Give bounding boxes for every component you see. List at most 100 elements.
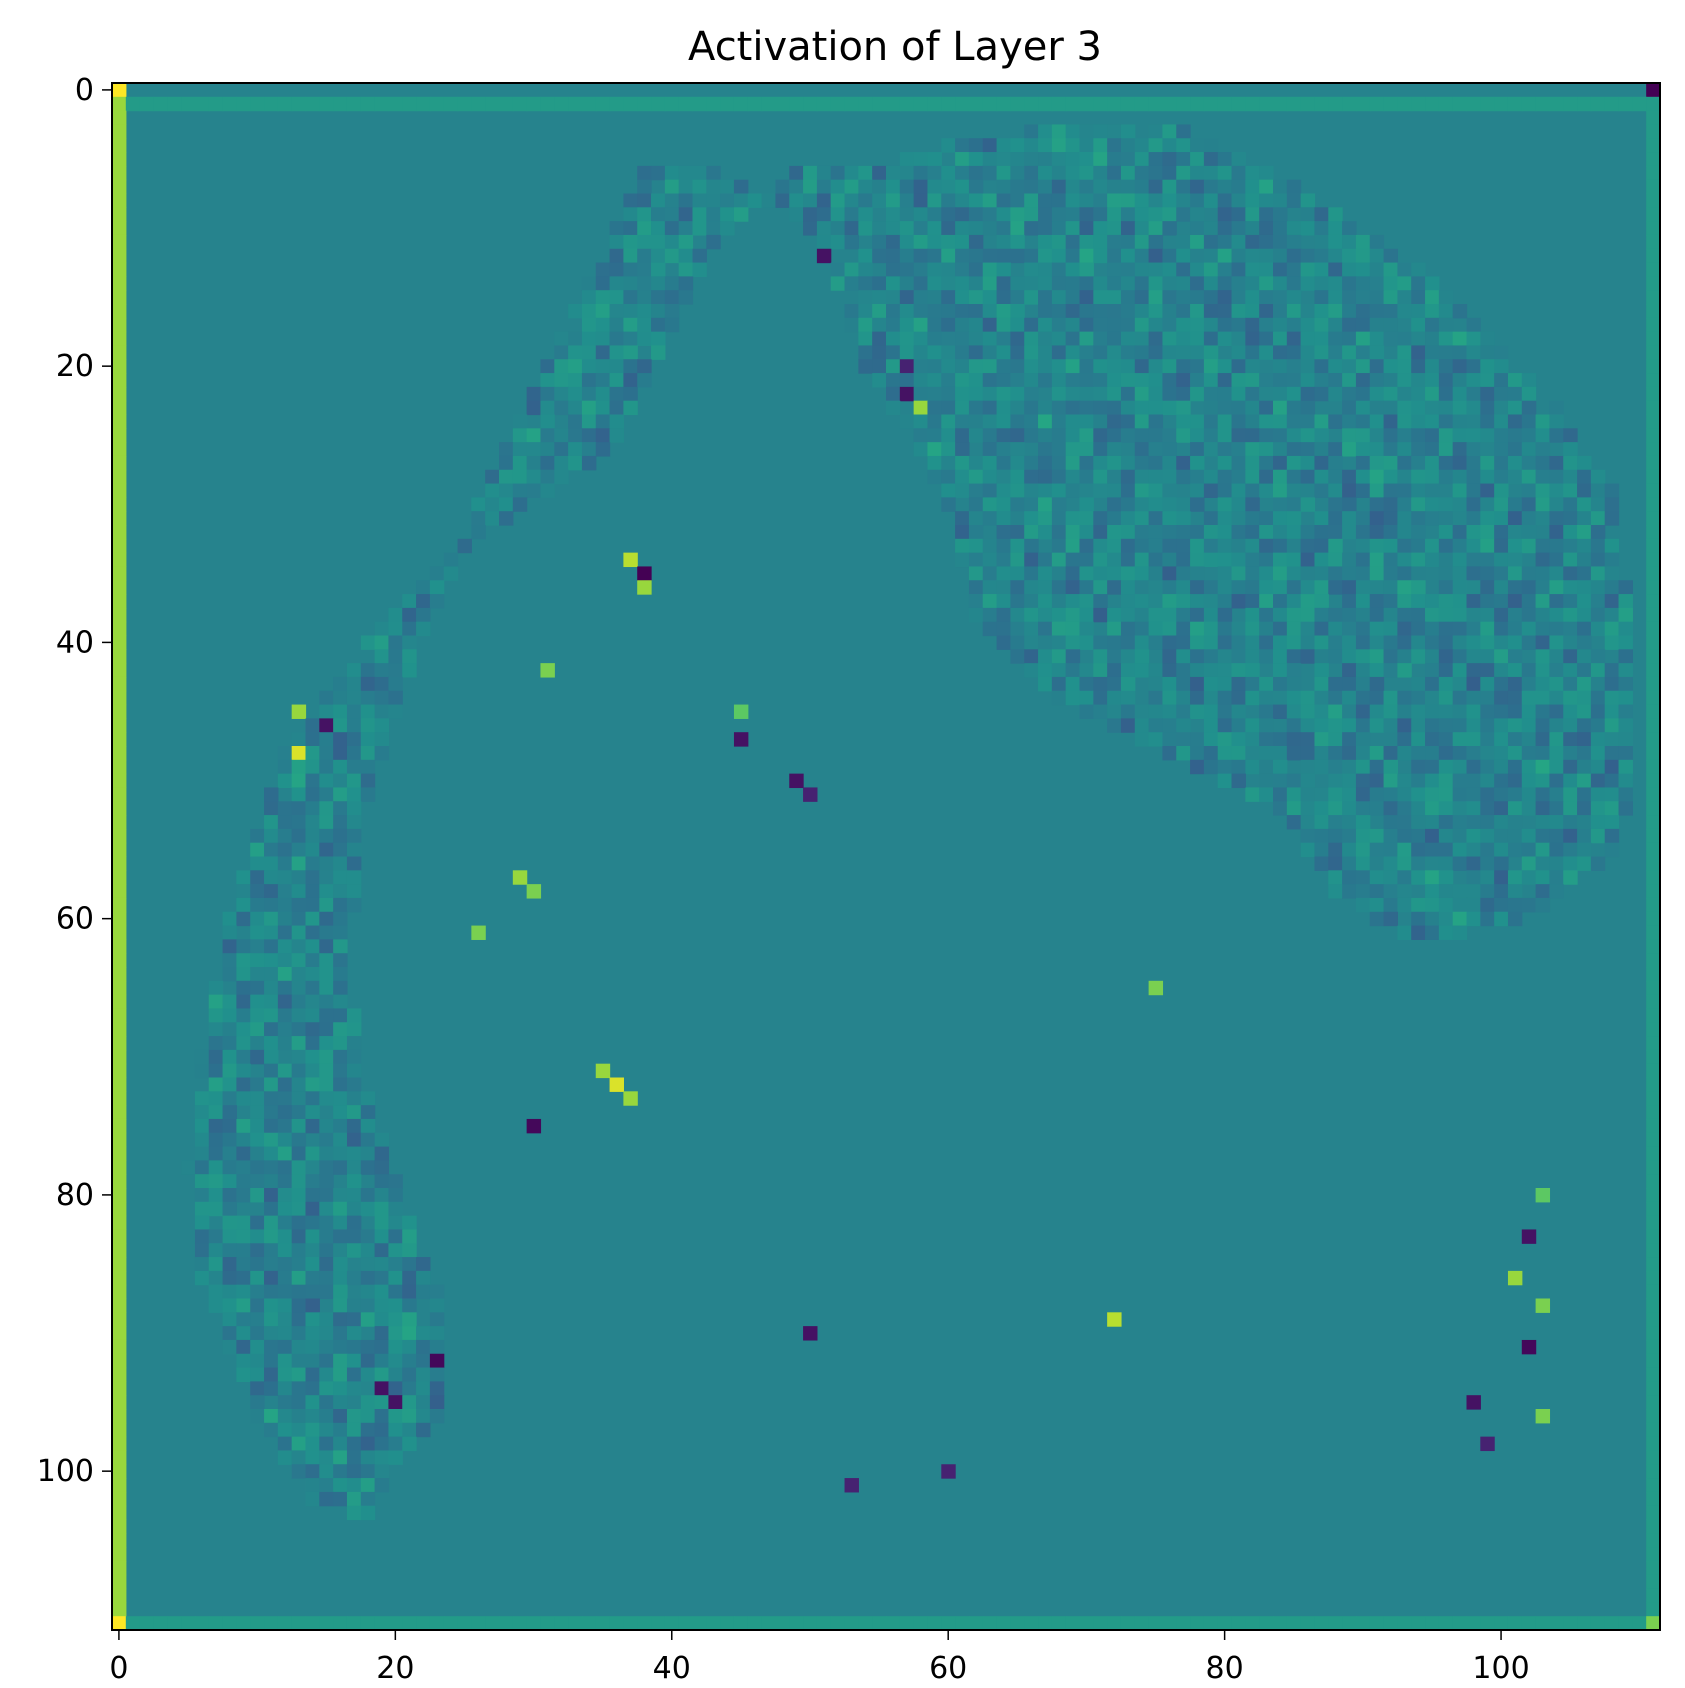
heatmap-cell xyxy=(733,179,749,195)
heatmap-cell xyxy=(1466,842,1481,858)
heatmap-cell xyxy=(1217,676,1233,692)
heatmap-cell xyxy=(1051,373,1067,388)
heatmap-cell xyxy=(1093,511,1108,526)
heatmap-cell xyxy=(1286,649,1302,664)
heatmap-cell xyxy=(581,331,597,347)
heatmap-cell xyxy=(429,1353,445,1369)
heatmap-cell xyxy=(1480,96,1495,112)
heatmap-cell xyxy=(1203,649,1219,664)
heatmap-cell xyxy=(264,1215,279,1231)
heatmap-cell xyxy=(1203,663,1219,678)
heatmap-cell xyxy=(208,1146,224,1161)
heatmap-cell xyxy=(1438,704,1454,719)
heatmap-cell xyxy=(886,262,901,277)
heatmap-cell xyxy=(346,870,362,885)
heatmap-cell xyxy=(305,1478,320,1493)
heatmap-cell xyxy=(1245,594,1260,609)
heatmap-cell xyxy=(1107,317,1122,333)
heatmap-cell xyxy=(1120,373,1136,388)
heatmap-cell xyxy=(1148,566,1164,581)
heatmap-cell xyxy=(1148,138,1164,153)
heatmap-cell xyxy=(319,870,334,885)
heatmap-cell xyxy=(222,1243,237,1258)
heatmap-cell xyxy=(1300,552,1316,568)
heatmap-cell xyxy=(1494,511,1509,526)
heatmap-cell xyxy=(1646,1174,1660,1189)
heatmap-cell xyxy=(1231,483,1246,498)
heatmap-cell xyxy=(747,193,763,208)
heatmap-cell xyxy=(1010,621,1025,637)
heatmap-cell xyxy=(1010,221,1025,236)
heatmap-cell xyxy=(1273,732,1288,747)
heatmap-cell xyxy=(968,262,984,277)
heatmap-cell xyxy=(1024,290,1039,305)
heatmap-cell xyxy=(305,787,320,802)
heatmap-cell xyxy=(264,953,279,968)
heatmap-cell xyxy=(1618,759,1633,775)
heatmap-cell xyxy=(1480,884,1495,899)
heatmap-cell xyxy=(305,1491,320,1507)
heatmap-cell xyxy=(1314,234,1329,250)
heatmap-cell xyxy=(1038,124,1053,139)
heatmap-cell xyxy=(277,939,293,954)
heatmap-cell xyxy=(1604,594,1620,609)
heatmap-cell xyxy=(236,1160,251,1175)
heatmap-cell xyxy=(250,1312,265,1327)
heatmap-cell xyxy=(112,1436,127,1452)
heatmap-cell xyxy=(291,1215,307,1231)
heatmap-cell xyxy=(1314,1616,1329,1630)
heatmap-cell xyxy=(982,442,998,457)
heatmap-cell xyxy=(194,1616,210,1630)
heatmap-cell xyxy=(692,1616,707,1630)
heatmap-cell xyxy=(955,138,970,153)
heatmap-cell xyxy=(1024,373,1039,388)
heatmap-cell xyxy=(1010,455,1025,471)
heatmap-cell xyxy=(1342,1616,1357,1630)
heatmap-cell xyxy=(913,373,929,388)
heatmap-cell xyxy=(112,980,127,996)
heatmap-cell xyxy=(1411,815,1426,830)
heatmap-cell xyxy=(1507,428,1523,443)
heatmap-cell xyxy=(1162,607,1177,623)
heatmap-cell xyxy=(1065,317,1081,333)
heatmap-cell xyxy=(1618,635,1633,650)
heatmap-cell xyxy=(1494,607,1509,623)
heatmap-cell xyxy=(1438,911,1454,927)
x-tick-label: 40 xyxy=(653,1651,691,1686)
heatmap-cell xyxy=(568,331,583,347)
heatmap-cell xyxy=(1286,400,1302,416)
heatmap-cell xyxy=(1162,221,1177,236)
heatmap-cell xyxy=(899,1616,915,1630)
heatmap-cell xyxy=(291,96,307,112)
heatmap-cell xyxy=(277,1284,293,1300)
heatmap-cell xyxy=(360,1146,376,1161)
heatmap-cell xyxy=(360,1367,376,1382)
heatmap-cell xyxy=(1438,828,1454,844)
heatmap-cell xyxy=(388,1257,403,1272)
heatmap-cell xyxy=(1231,386,1246,402)
heatmap-cell xyxy=(1134,621,1150,637)
heatmap-cell xyxy=(1355,331,1371,347)
heatmap-cell xyxy=(291,925,307,940)
heatmap-cell xyxy=(1355,897,1371,913)
heatmap-cell xyxy=(1411,469,1426,485)
heatmap-cell xyxy=(1051,538,1067,554)
heatmap-cell xyxy=(1203,304,1219,319)
heatmap-cell xyxy=(1107,442,1122,457)
heatmap-cell xyxy=(388,1174,403,1189)
heatmap-cell xyxy=(1176,428,1191,443)
heatmap-cell xyxy=(305,1229,320,1244)
heatmap-cell xyxy=(1466,594,1481,609)
heatmap-cell xyxy=(250,828,265,844)
heatmap-cell xyxy=(1535,566,1551,581)
heatmap-cell xyxy=(1507,607,1523,623)
heatmap-cell xyxy=(1549,815,1564,830)
heatmap-cell xyxy=(1051,690,1067,706)
heatmap-cell xyxy=(816,96,832,112)
heatmap-cell xyxy=(664,1616,680,1630)
heatmap-cell xyxy=(1217,663,1233,678)
heatmap-cell xyxy=(1259,96,1274,112)
heatmap-cell xyxy=(913,221,929,236)
heatmap-cell xyxy=(1231,221,1246,236)
heatmap-cell xyxy=(1480,538,1495,554)
